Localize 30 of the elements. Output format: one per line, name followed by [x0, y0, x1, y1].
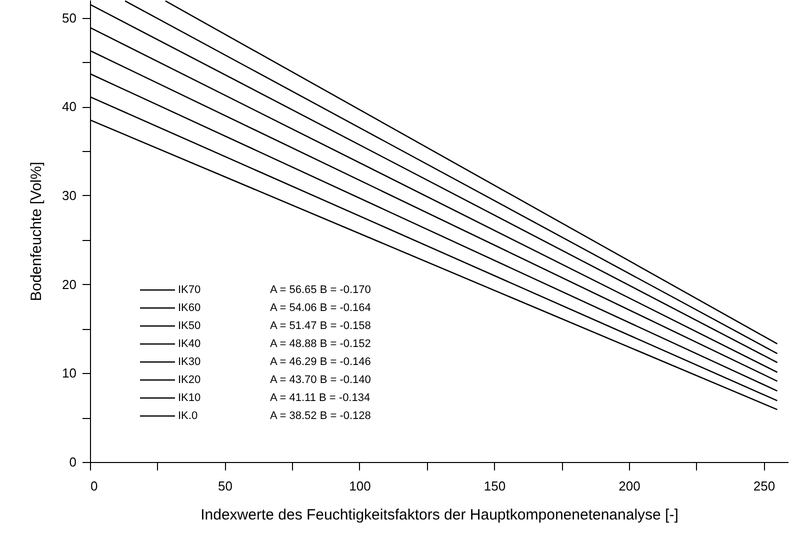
legend-label: IK50	[178, 320, 201, 332]
annotation: A = 43.70 B = -0.140	[270, 374, 371, 386]
annotation: A = 51.47 B = -0.158	[270, 320, 371, 332]
legend-label: IK10	[178, 392, 201, 404]
x-tick-label: 100	[349, 478, 371, 494]
x-tick-label: 0	[90, 478, 98, 494]
annotation: A = 56.65 B = -0.170	[270, 284, 371, 296]
y-tick-label: 30	[62, 188, 76, 203]
y-tick-label: 10	[62, 366, 76, 381]
annotation: A = 41.11 B = -0.134	[270, 392, 370, 404]
y-tick-label: 0	[69, 454, 76, 470]
y-tick-label: 50	[62, 10, 76, 26]
legend-label: IK70	[178, 284, 201, 296]
annotation: A = 48.88 B = -0.152	[270, 338, 371, 350]
y-axis-title: Bodenfeuchte [Vol%]	[28, 162, 46, 302]
x-tick-label: 50	[218, 478, 232, 494]
x-tick-label: 200	[618, 478, 640, 494]
legend-label: IK.0	[178, 410, 198, 422]
x-axis-title: Indexwerte des Feuchtigkeitsfaktors der Hauptkomponenetenanalyse [-]	[200, 506, 678, 524]
annotation: A = 38.52 B = -0.128	[270, 410, 371, 422]
annotation: A = 46.29 B = -0.146	[270, 356, 371, 368]
x-tick-label: 150	[484, 478, 506, 494]
legend-label: IK20	[178, 374, 201, 386]
y-tick-label: 20	[62, 276, 76, 292]
legend-label: IK40	[178, 338, 201, 350]
x-tick-label: 250	[753, 478, 776, 494]
y-tick-label: 40	[62, 99, 76, 114]
legend-label: IK60	[178, 302, 201, 314]
annotation: A = 54.06 B = -0.164	[270, 302, 371, 314]
legend-label: IK30	[178, 356, 201, 368]
